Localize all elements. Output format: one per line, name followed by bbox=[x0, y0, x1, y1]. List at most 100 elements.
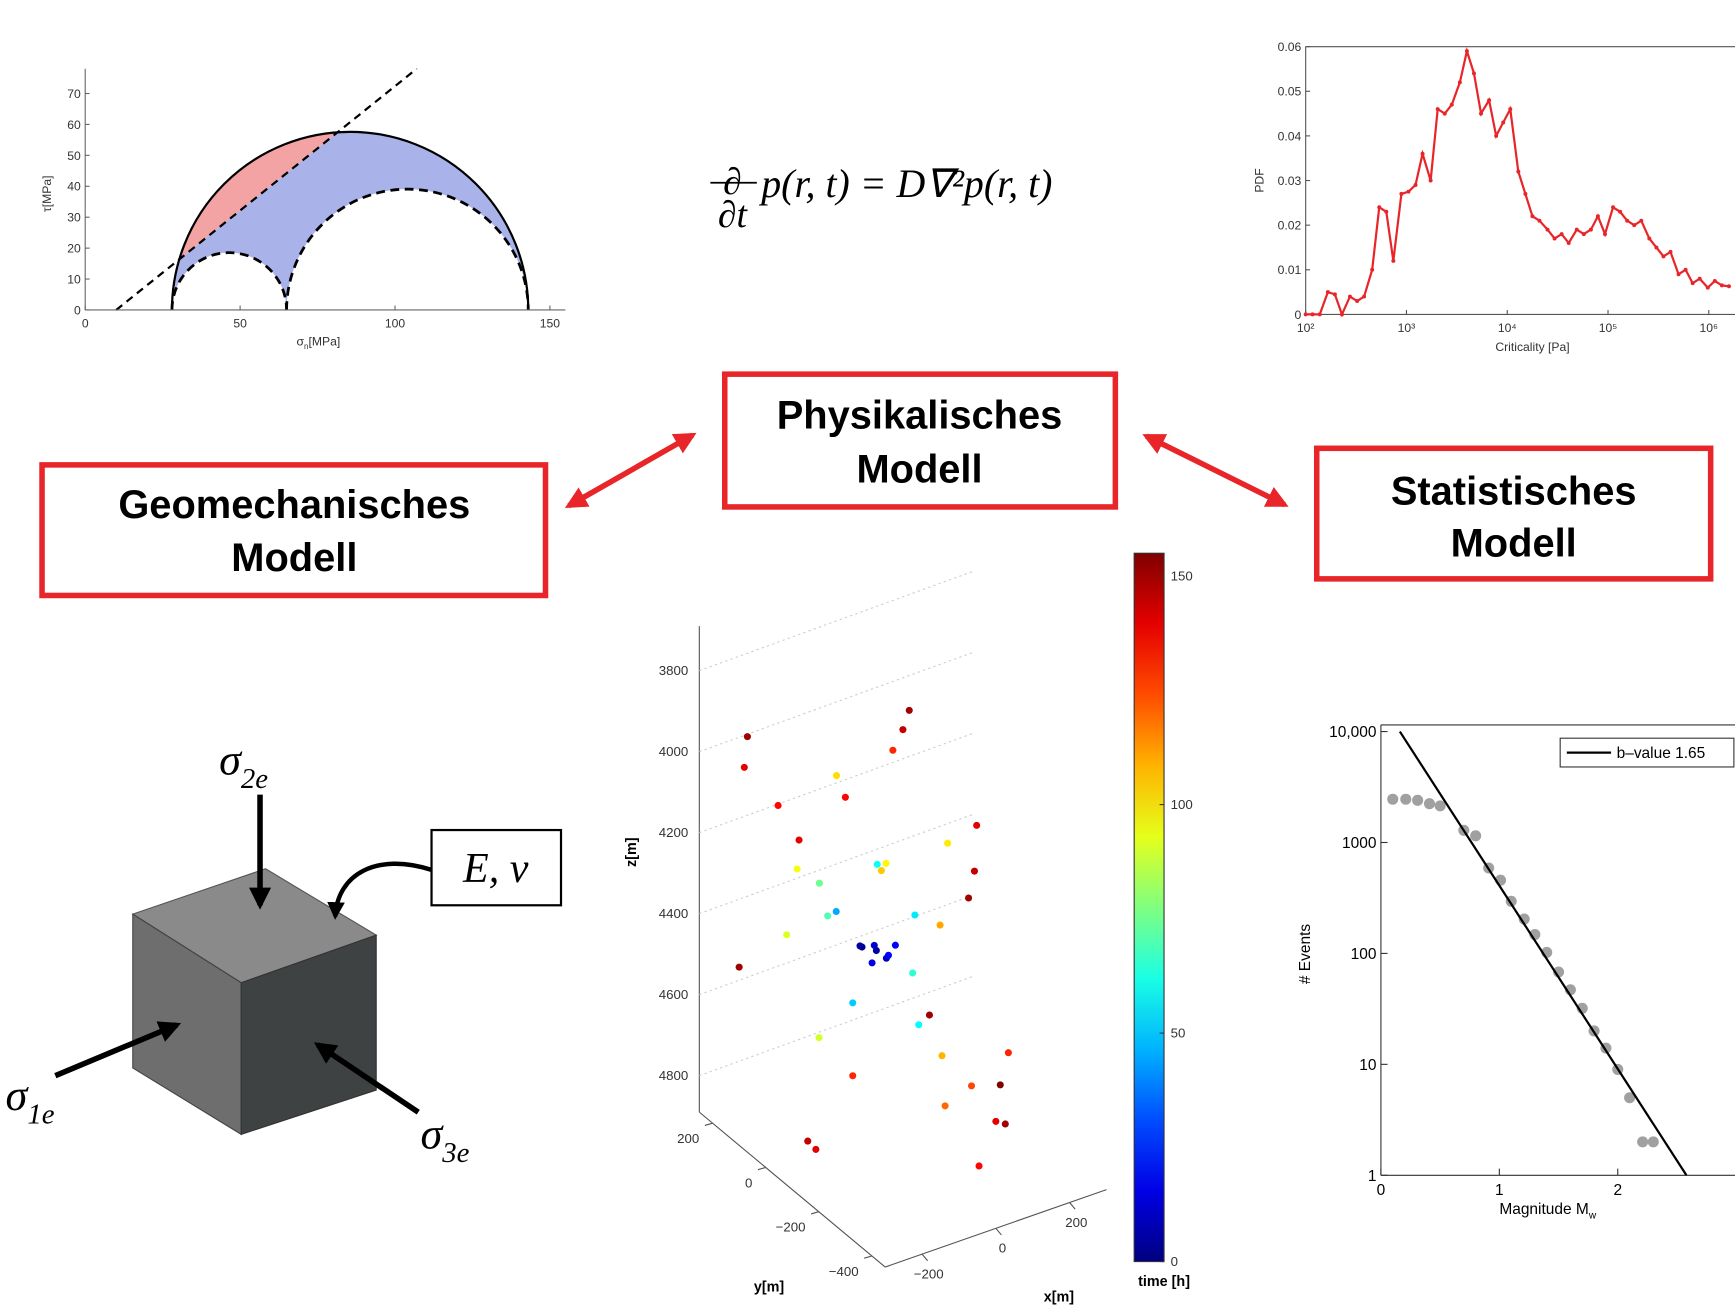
data-point bbox=[906, 707, 913, 714]
y-tick-label: 10,000 bbox=[1329, 724, 1376, 741]
stress-label-subscript: 1e bbox=[27, 1098, 54, 1130]
y-tick-label: −200 bbox=[776, 1220, 806, 1235]
x-tick-label: −200 bbox=[914, 1266, 944, 1281]
data-point bbox=[833, 908, 840, 915]
data-point bbox=[1412, 795, 1423, 806]
y-tick-label: 1000 bbox=[1342, 835, 1376, 852]
x-tick-label: 200 bbox=[1065, 1215, 1087, 1230]
data-point bbox=[1603, 232, 1607, 236]
x-tick-label: 100 bbox=[385, 317, 406, 331]
x-axis-label: Magnitude Mw bbox=[1499, 1201, 1597, 1222]
y-tick-label: 0.02 bbox=[1278, 219, 1302, 233]
y-tick-label: 100 bbox=[1351, 946, 1377, 963]
grid-line bbox=[699, 652, 973, 752]
data-point bbox=[1465, 49, 1469, 53]
y-tick-label: 0 bbox=[745, 1175, 752, 1190]
box-text: Geomechanisches bbox=[118, 483, 470, 527]
y-axis-label: # Events bbox=[1297, 924, 1314, 985]
data-point bbox=[1589, 228, 1593, 232]
data-point bbox=[1684, 268, 1688, 272]
y-axis-label: τ[MPa] bbox=[40, 176, 54, 213]
y-tick-label: 0 bbox=[1294, 308, 1301, 322]
x-axis-label: Criticality [Pa] bbox=[1495, 340, 1569, 354]
data-point bbox=[1582, 232, 1586, 236]
x-axis-label: σn[MPa] bbox=[297, 334, 341, 351]
grid-line bbox=[699, 976, 973, 1076]
stress-label: σ1e bbox=[6, 1071, 55, 1130]
data-point bbox=[1421, 152, 1425, 156]
y-tick bbox=[705, 1123, 713, 1125]
data-point bbox=[1713, 279, 1717, 283]
data-point bbox=[874, 861, 881, 868]
data-point bbox=[1304, 312, 1308, 316]
x-tick-label: 50 bbox=[233, 317, 247, 331]
formula-expression: p(r, t) = D∇²p(r, t) bbox=[758, 162, 1052, 206]
colorbar-label: time [h] bbox=[1138, 1274, 1190, 1290]
data-point bbox=[911, 911, 918, 918]
x-axis-label-unit: [MPa] bbox=[308, 334, 340, 348]
y-tick bbox=[811, 1212, 819, 1214]
data-point bbox=[1546, 228, 1550, 232]
data-point bbox=[1618, 210, 1622, 214]
y-tick-label: 1 bbox=[1368, 1168, 1377, 1185]
stress-label-subscript: 3e bbox=[441, 1137, 469, 1169]
material-arrow bbox=[335, 864, 431, 917]
data-point bbox=[1333, 292, 1337, 296]
data-point bbox=[736, 964, 743, 971]
data-point bbox=[1002, 1120, 1009, 1127]
data-point bbox=[1720, 283, 1724, 287]
data-point bbox=[971, 868, 978, 875]
colorbar-tick-label: 100 bbox=[1171, 797, 1193, 812]
data-point bbox=[1370, 268, 1374, 272]
data-point bbox=[812, 1146, 819, 1153]
data-point bbox=[796, 836, 803, 843]
colorbar-tick-label: 50 bbox=[1171, 1026, 1186, 1041]
box-text: Modell bbox=[856, 448, 982, 492]
data-point bbox=[1639, 219, 1643, 223]
y-tick-label: 60 bbox=[67, 118, 81, 132]
axis-line bbox=[699, 1112, 885, 1267]
data-point bbox=[1472, 71, 1476, 75]
y-tick bbox=[758, 1167, 766, 1169]
figure: Geomechanisches Modell Physikalisches Mo… bbox=[0, 0, 1735, 1306]
data-point bbox=[889, 747, 896, 754]
data-point bbox=[1516, 170, 1520, 174]
data-point bbox=[1530, 214, 1534, 218]
data-point bbox=[909, 969, 916, 976]
box-text: Statistisches bbox=[1391, 470, 1637, 514]
data-point bbox=[1560, 232, 1564, 236]
x-tick-label: 10² bbox=[1297, 321, 1315, 335]
y-tick-label: −400 bbox=[829, 1264, 859, 1279]
z-tick-label: 4600 bbox=[659, 987, 689, 1002]
data-point bbox=[1384, 210, 1388, 214]
data-point bbox=[833, 772, 840, 779]
stress-label-symbol: σ bbox=[420, 1110, 444, 1159]
data-point bbox=[1005, 1049, 1012, 1056]
link-arrow bbox=[1146, 436, 1284, 505]
data-point bbox=[1487, 98, 1491, 102]
data-point bbox=[1501, 121, 1505, 125]
colorbar-tick-label: 0 bbox=[1171, 1254, 1178, 1269]
x-axis-label-subscript: w bbox=[1588, 1211, 1597, 1222]
link-arrow bbox=[569, 435, 693, 506]
y-tick-label: 0.01 bbox=[1278, 263, 1302, 277]
data-line bbox=[1306, 51, 1729, 314]
data-point bbox=[804, 1138, 811, 1145]
x-tick bbox=[922, 1254, 928, 1261]
data-point bbox=[1355, 299, 1359, 303]
data-point bbox=[1318, 312, 1322, 316]
data-point bbox=[1691, 281, 1695, 285]
data-point bbox=[942, 1102, 949, 1109]
x-tick-label: 0 bbox=[1377, 1182, 1386, 1199]
material-label: E, ν bbox=[462, 846, 529, 892]
data-point bbox=[975, 1162, 982, 1169]
data-point bbox=[1698, 277, 1702, 281]
x-tick-label: 0 bbox=[82, 317, 89, 331]
data-point bbox=[926, 1012, 933, 1019]
data-point bbox=[937, 922, 944, 929]
data-point bbox=[1450, 103, 1454, 107]
box-text: Modell bbox=[231, 536, 357, 580]
data-point bbox=[1575, 228, 1579, 232]
data-point bbox=[1523, 192, 1527, 196]
data-point bbox=[1436, 107, 1440, 111]
